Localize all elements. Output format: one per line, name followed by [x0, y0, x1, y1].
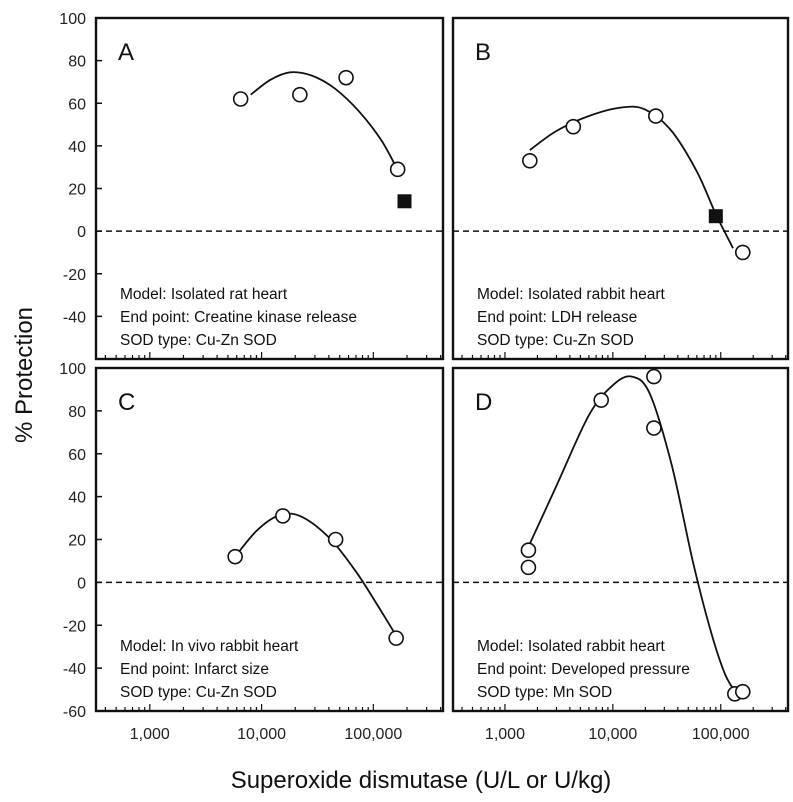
panel-frame: [94, 16, 445, 361]
y-tick-label: 80: [68, 404, 86, 421]
open-circle-point: [646, 368, 662, 385]
open-circle-point: [647, 108, 664, 124]
panel-a: 100 80 60 40 20 0 -20 -40 A Model: Isolated rat h…: [59, 11, 445, 361]
y-tick-label: -20: [63, 267, 86, 284]
open-circle-point: [327, 531, 344, 548]
panel-note: End point: Creatine kinase release: [120, 309, 357, 326]
chart-panels: 100 80 60 40 20 0 -20 -40 A Model: Isolated rat h…: [59, 11, 790, 743]
panel-note: SOD type: Cu-Zn SOD: [120, 684, 277, 701]
y-tick-label: 20: [68, 533, 86, 550]
panel-note: End point: Developed pressure: [477, 661, 690, 678]
open-circle-point: [593, 392, 610, 408]
panel-frame: [94, 366, 445, 713]
open-circle-point: [389, 161, 406, 178]
y-tick-label: 20: [68, 182, 86, 199]
y-tick-label: 100: [59, 11, 86, 28]
panel-note: End point: Infarct size: [120, 661, 269, 678]
panel-note: SOD type: Cu-Zn SOD: [477, 332, 634, 349]
panel-letter: B: [475, 39, 491, 66]
open-circle-point: [232, 91, 249, 107]
open-circle-point: [646, 420, 662, 436]
panel-c: 100 80 60 40 20 0 -20 -40 -60 1,000 10,000 100,000 C…: [59, 361, 445, 743]
y-tick-label: 100: [59, 361, 86, 378]
fit-curve: [250, 71, 402, 177]
y-axis-title: % Protection: [11, 307, 38, 443]
open-circle-point: [388, 630, 404, 646]
open-circle-point: [734, 683, 751, 700]
open-circle-point: [565, 118, 582, 135]
open-circle-point: [522, 152, 538, 169]
filled-square-point: [708, 209, 723, 224]
panel-note: Model: Isolated rat heart: [120, 286, 288, 303]
fit-curve: [528, 375, 739, 697]
y-tick-label: 60: [68, 96, 86, 113]
open-circle-point: [292, 86, 308, 103]
panel-letter: D: [475, 389, 492, 416]
y-tick-label: -20: [63, 618, 86, 635]
y-tick-label: 0: [77, 224, 86, 241]
y-tick-label: -60: [63, 704, 86, 721]
panel-b: B Model: Isolated rabbit heart End point: …: [451, 16, 790, 361]
x-tick-label: 100,000: [344, 726, 402, 743]
panel-frame: [451, 366, 790, 713]
open-circle-point: [275, 508, 291, 524]
filled-square-point: [397, 194, 412, 209]
open-circle-point: [520, 542, 537, 559]
y-tick-label: 40: [68, 139, 86, 156]
open-circle-point: [734, 244, 751, 261]
open-circle-point: [520, 559, 537, 576]
panel-frame: [451, 16, 790, 361]
fit-curve: [529, 105, 734, 249]
panel-note: SOD type: Cu-Zn SOD: [120, 332, 277, 349]
y-tick-label: 40: [68, 490, 86, 507]
open-circle-point: [338, 69, 354, 86]
y-tick-label: 60: [68, 447, 86, 464]
y-tick-label: -40: [63, 309, 86, 326]
x-tick-label: 1,000: [485, 726, 525, 743]
panel-d: 1,000 10,000 100,000 D Model: Isolated rabbi…: [451, 366, 790, 743]
panel-note: Model: In vivo rabbit heart: [120, 638, 299, 655]
x-tick-label: 10,000: [588, 726, 637, 743]
fit-curve: [234, 512, 399, 639]
x-tick-label: 1,000: [130, 726, 170, 743]
y-tick-label: 80: [68, 54, 86, 71]
y-tick-label: -40: [63, 661, 86, 678]
panel-note: SOD type: Mn SOD: [477, 684, 612, 701]
panel-letter: C: [118, 389, 135, 416]
panel-note: End point: LDH release: [477, 309, 637, 326]
panel-note: Model: Isolated rabbit heart: [477, 286, 666, 303]
x-tick-label: 100,000: [692, 726, 750, 743]
open-circle-point: [227, 548, 243, 565]
x-axis-title: Superoxide dismutase (U/L or U/kg): [231, 767, 612, 794]
panel-note: Model: Isolated rabbit heart: [477, 638, 666, 655]
panel-letter: A: [118, 39, 134, 66]
y-tick-label: 0: [77, 575, 86, 592]
x-tick-label: 10,000: [237, 726, 286, 743]
